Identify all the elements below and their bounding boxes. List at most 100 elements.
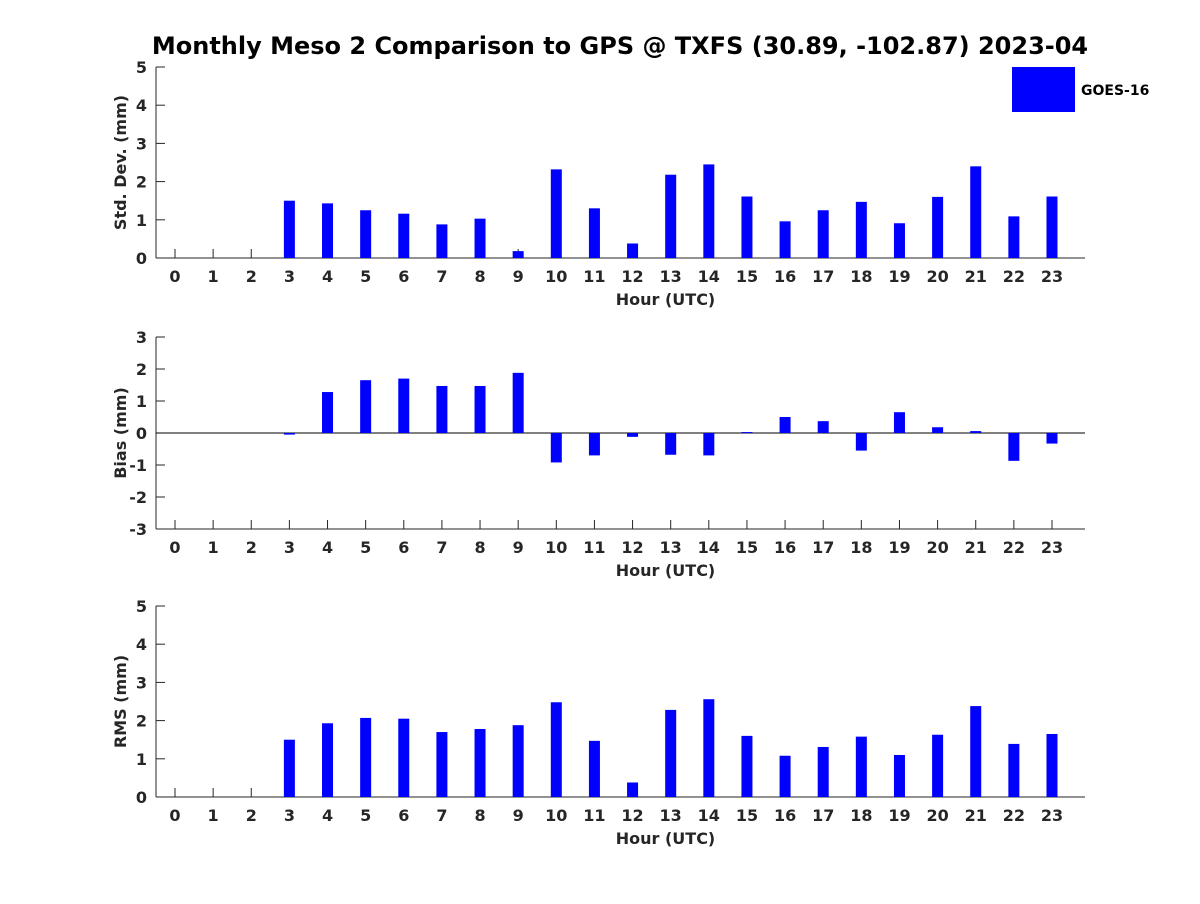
x-tick-label: 18 — [850, 806, 872, 825]
bar — [855, 201, 867, 258]
x-tick-label: 1 — [208, 267, 219, 286]
bar — [1046, 196, 1058, 258]
x-tick-label: 5 — [360, 806, 371, 825]
y-tick-label: 4 — [136, 635, 147, 654]
x-tick-label: 15 — [736, 806, 758, 825]
bar — [1008, 216, 1020, 258]
x-tick-label: 2 — [246, 267, 257, 286]
y-tick-label: 2 — [136, 360, 147, 379]
bar — [779, 755, 791, 797]
legend-label: GOES-16 — [1081, 83, 1149, 99]
bar — [741, 196, 753, 258]
bar — [322, 203, 334, 258]
x-tick-label: 19 — [888, 806, 910, 825]
x-tick-label: 10 — [545, 806, 567, 825]
y-tick-label: 5 — [136, 58, 147, 77]
x-tick-label: 0 — [169, 538, 180, 557]
x-tick-label: 4 — [322, 538, 333, 557]
legend-swatch — [1012, 67, 1075, 112]
x-tick-label: 11 — [583, 806, 605, 825]
x-tick-label: 0 — [169, 806, 180, 825]
x-tick-label: 5 — [360, 267, 371, 286]
bar — [398, 718, 410, 797]
bar — [932, 196, 944, 258]
figure-title: Monthly Meso 2 Comparison to GPS @ TXFS … — [152, 32, 1088, 60]
bar — [665, 174, 677, 258]
x-tick-label: 12 — [621, 806, 643, 825]
x-tick-label: 4 — [322, 806, 333, 825]
y-tick-label: -3 — [129, 520, 147, 539]
x-tick-label: 10 — [545, 267, 567, 286]
x-tick-label: 8 — [474, 806, 485, 825]
x-tick-label: 15 — [736, 267, 758, 286]
x-tick-label: 4 — [322, 267, 333, 286]
x-tick-label: 8 — [474, 267, 485, 286]
bar — [360, 380, 372, 433]
bar — [1046, 433, 1058, 444]
bar — [893, 412, 905, 433]
bar — [970, 706, 982, 797]
y-axis-label: RMS (mm) — [111, 655, 130, 748]
x-tick-label: 7 — [436, 267, 447, 286]
x-tick-label: 19 — [888, 267, 910, 286]
x-tick-label: 15 — [736, 538, 758, 557]
bar — [627, 243, 639, 258]
x-tick-label: 22 — [1003, 538, 1025, 557]
y-tick-label: 5 — [136, 597, 147, 616]
y-axis-label: Std. Dev. (mm) — [111, 95, 130, 230]
y-tick-label: 4 — [136, 96, 147, 115]
bar — [627, 782, 639, 797]
bar — [1008, 743, 1020, 797]
bar — [588, 740, 600, 797]
x-tick-label: 22 — [1003, 267, 1025, 286]
legend: GOES-16 — [1012, 67, 1149, 112]
bar — [436, 732, 448, 797]
x-tick-label: 14 — [698, 538, 720, 557]
bar — [932, 734, 944, 797]
bar — [322, 723, 334, 797]
x-tick-label: 12 — [621, 538, 643, 557]
x-tick-label: 11 — [583, 538, 605, 557]
y-tick-label: 1 — [136, 392, 147, 411]
x-tick-label: 11 — [583, 267, 605, 286]
x-tick-label: 13 — [660, 538, 682, 557]
bar — [893, 754, 905, 797]
y-tick-label: 0 — [136, 788, 147, 807]
x-tick-label: 21 — [965, 538, 987, 557]
bar — [1008, 433, 1020, 461]
bar — [436, 224, 448, 258]
bar — [588, 208, 600, 258]
x-tick-label: 2 — [246, 538, 257, 557]
y-tick-label: 1 — [136, 211, 147, 230]
bar — [893, 223, 905, 258]
bar — [703, 699, 715, 797]
bar — [550, 433, 562, 463]
x-tick-label: 17 — [812, 267, 834, 286]
bar — [779, 417, 791, 433]
bar — [550, 169, 562, 258]
x-tick-label: 23 — [1041, 538, 1063, 557]
x-tick-label: 9 — [513, 267, 524, 286]
x-tick-label: 5 — [360, 538, 371, 557]
x-tick-label: 1 — [208, 806, 219, 825]
bar — [512, 251, 524, 258]
bar — [817, 421, 829, 433]
x-tick-label: 16 — [774, 538, 796, 557]
bar — [627, 433, 639, 437]
y-tick-label: 3 — [136, 134, 147, 153]
bar — [970, 431, 982, 433]
x-tick-label: 14 — [698, 806, 720, 825]
x-tick-label: 12 — [621, 267, 643, 286]
bar — [512, 725, 524, 797]
x-tick-label: 1 — [208, 538, 219, 557]
bar — [779, 221, 791, 258]
bar — [283, 433, 295, 435]
bar — [474, 729, 486, 797]
bar — [474, 385, 486, 433]
x-tick-label: 9 — [513, 538, 524, 557]
bar — [360, 210, 372, 258]
bar — [703, 433, 715, 456]
